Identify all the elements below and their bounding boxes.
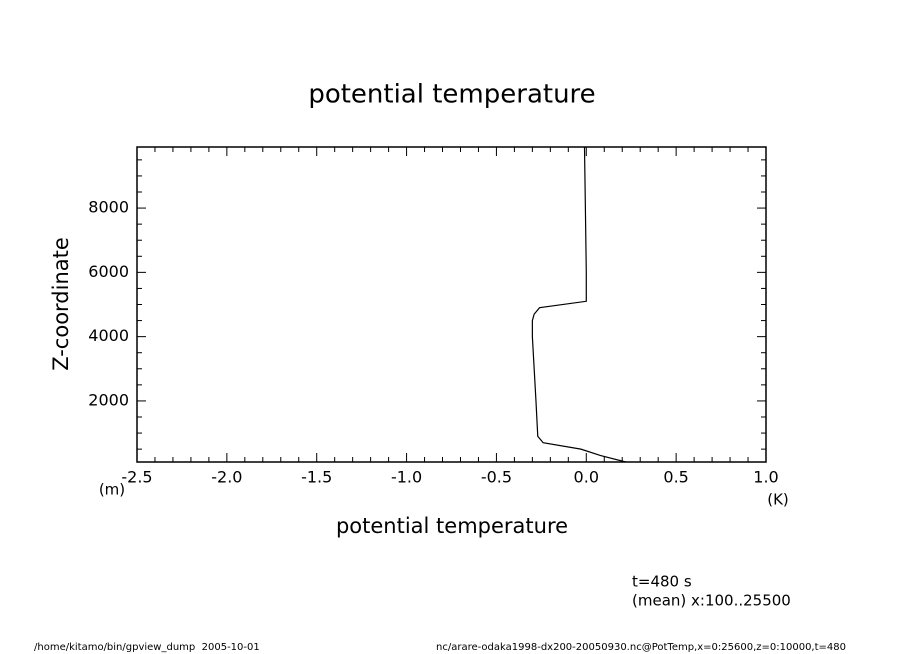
y-axis-label: Z-coordinate <box>49 237 73 371</box>
footer-left: /home/kitamo/bin/gpview_dump 2005-10-01 <box>34 642 260 653</box>
x-axis-label: potential temperature <box>336 514 568 538</box>
y-tick-label: 8000 <box>88 198 129 217</box>
chart-title: potential temperature <box>308 80 595 110</box>
x-tick-label: -0.5 <box>481 468 512 487</box>
y-tick-label: 2000 <box>88 390 129 409</box>
x-tick-label: 0.0 <box>574 468 599 487</box>
y-unit: (m) <box>99 481 125 499</box>
profile-line <box>531 146 626 463</box>
x-tick-label: -2.5 <box>121 468 152 487</box>
x-tick-label: -2.0 <box>211 468 242 487</box>
y-tick-label: 6000 <box>88 262 129 281</box>
x-tick-label: -1.5 <box>301 468 332 487</box>
x-tick-label: 0.5 <box>663 468 688 487</box>
x-tick-label: -1.0 <box>391 468 422 487</box>
y-tick-label: 4000 <box>88 326 129 345</box>
footer-right: nc/arare-odaka1998-dx200-20050930.nc@Pot… <box>436 642 846 653</box>
annotation: (mean) x:100..25500 <box>632 592 791 610</box>
annotation: t=480 s <box>632 573 692 591</box>
x-unit: (K) <box>767 491 789 509</box>
x-tick-label: 1.0 <box>753 468 778 487</box>
